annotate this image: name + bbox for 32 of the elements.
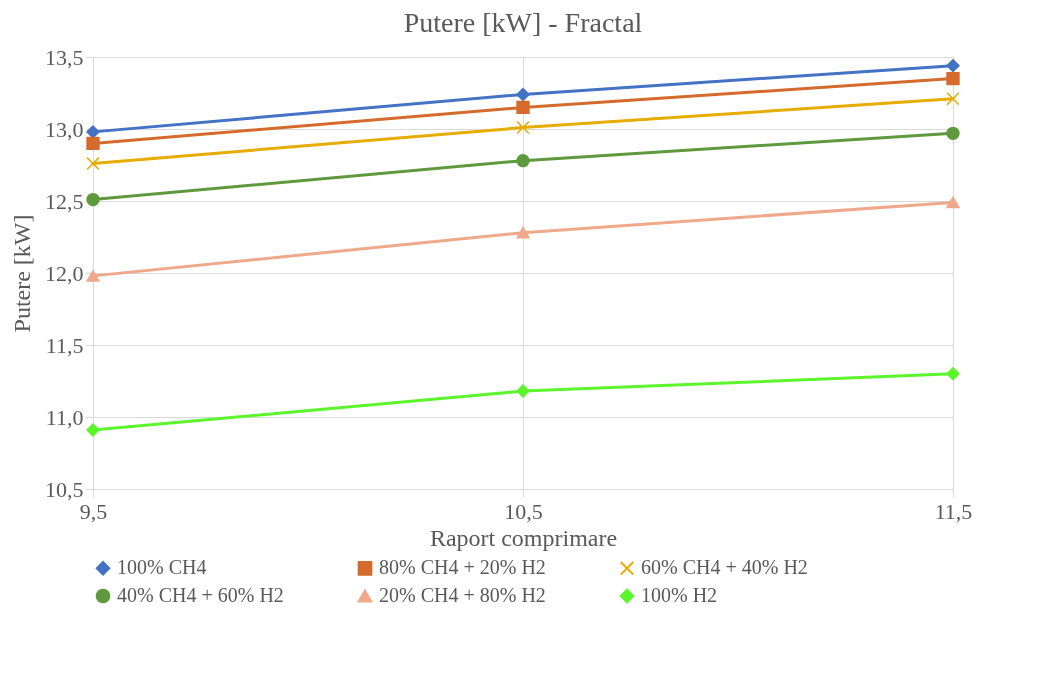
y-tick-label: 11,5 — [45, 332, 84, 358]
point — [86, 136, 100, 151]
legend-label: 20% CH4 + 80% H2 — [379, 584, 546, 606]
point — [516, 120, 530, 135]
point — [86, 156, 100, 171]
point — [946, 92, 960, 106]
y-tick-label: 12,0 — [45, 260, 84, 286]
point — [516, 154, 530, 168]
chart-title: Putere [kW] - Fractal — [403, 7, 643, 38]
point — [946, 71, 960, 86]
point — [946, 126, 960, 140]
point — [516, 100, 530, 115]
y-tick-label: 11,0 — [45, 404, 84, 430]
legend-label: 80% CH4 + 20% H2 — [379, 556, 546, 579]
x-axis-title: Raport comprimare — [429, 524, 618, 551]
y-axis-title: Putere [kW] — [9, 214, 35, 333]
point — [516, 87, 530, 102]
point — [946, 58, 960, 73]
point — [516, 226, 530, 239]
point — [516, 384, 530, 398]
y-tick-label: 12,5 — [45, 188, 84, 214]
y-tick-label: 13,5 — [45, 44, 84, 70]
point — [946, 196, 960, 209]
point — [946, 367, 960, 381]
legend-label: 100% CH4 — [117, 556, 207, 579]
legend-label: 100% H2 — [641, 584, 718, 606]
y-tick-label: 13,0 — [45, 116, 84, 142]
point — [86, 423, 100, 437]
x-tick-label: 11,5 — [934, 498, 973, 524]
legend-label: 40% CH4 + 60% H2 — [117, 584, 284, 606]
legend-label: 60% CH4 + 40% H2 — [641, 556, 808, 579]
x-tick-label: 10,5 — [504, 498, 543, 524]
